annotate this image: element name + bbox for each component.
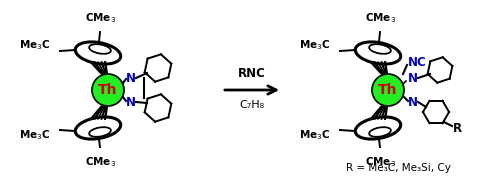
Text: Th: Th [378, 83, 398, 97]
Text: C₇H₈: C₇H₈ [240, 100, 264, 110]
Circle shape [372, 74, 404, 106]
Text: CMe$_3$: CMe$_3$ [366, 155, 396, 169]
Text: Me$_3$C: Me$_3$C [18, 128, 50, 142]
Circle shape [92, 74, 124, 106]
Text: Me$_3$C: Me$_3$C [18, 38, 50, 52]
Text: N: N [126, 95, 136, 108]
Text: Me$_3$C: Me$_3$C [298, 38, 330, 52]
Text: Me$_3$C: Me$_3$C [298, 128, 330, 142]
Text: CMe$_3$: CMe$_3$ [366, 11, 396, 25]
Text: R = Me₃C, Me₃Si, Cy: R = Me₃C, Me₃Si, Cy [346, 163, 451, 173]
Text: CMe$_3$: CMe$_3$ [86, 155, 116, 169]
Text: N: N [126, 71, 136, 85]
Text: N: N [408, 95, 418, 108]
Text: Th: Th [98, 83, 118, 97]
Text: N: N [408, 71, 418, 85]
Text: RNC: RNC [238, 67, 266, 80]
Text: NC: NC [408, 56, 427, 68]
Text: R: R [453, 122, 462, 134]
Text: CMe$_3$: CMe$_3$ [86, 11, 116, 25]
